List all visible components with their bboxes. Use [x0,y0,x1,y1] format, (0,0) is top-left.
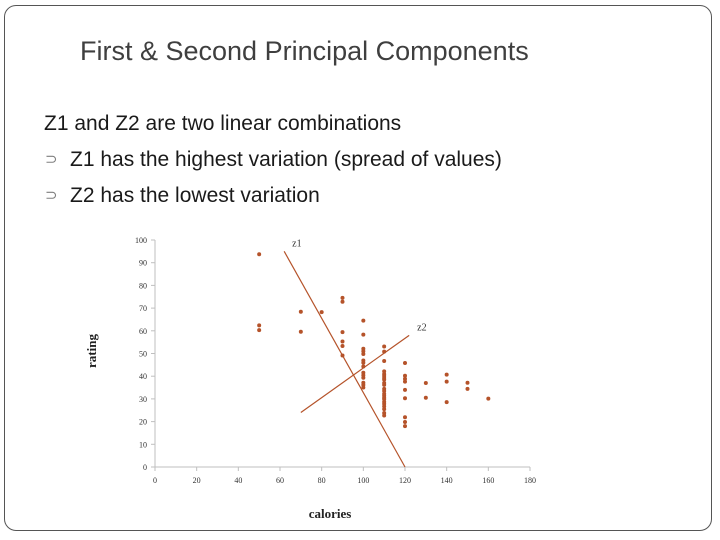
data-point [444,379,449,384]
x-tick-label: 120 [399,476,411,485]
data-point [340,299,345,304]
data-point [361,332,366,337]
component-line-z2 [300,334,410,414]
x-tick-label: 60 [276,476,284,485]
x-tick-label: 100 [357,476,369,485]
data-point [361,360,366,365]
y-tick-label: 100 [135,236,147,245]
x-tick-label: 0 [153,476,157,485]
x-tick-label: 40 [234,476,242,485]
slide-title: First & Second Principal Components [80,36,529,66]
slide-frame [4,5,712,531]
y-axis-label: rating [84,334,99,368]
data-point [319,310,324,315]
y-tick-label: 60 [139,327,147,336]
slide-body: Z1 and Z2 are two linear combinations ⊃ Z… [44,110,502,218]
x-axis-label: calories [309,506,352,521]
data-point [403,373,407,378]
x-tick-label: 140 [441,476,453,485]
data-point [382,344,387,349]
data-point [257,252,262,257]
data-point [423,381,428,386]
bullet-item-highest-variation: ⊃ Z1 has the highest variation (spread of… [45,146,502,182]
bullet-text: Z1 has the highest variation (spread of … [70,148,502,171]
data-point [465,380,470,385]
data-point [403,387,407,392]
data-point [361,351,366,356]
x-tick-label: 160 [482,476,494,485]
y-tick-label: 30 [139,395,147,404]
y-tick-label: 20 [139,418,147,427]
data-point [382,388,387,393]
data-point [361,364,366,369]
data-point [361,385,366,390]
bullet-item-lowest-variation: ⊃ Z2 has the lowest variation [45,182,502,218]
y-tick-label: 0 [143,463,147,472]
data-point [403,361,407,366]
y-tick-label: 10 [139,440,147,449]
data-point [340,330,345,335]
data-point [257,328,262,333]
data-point [486,396,491,401]
data-point [361,375,366,380]
data-point [340,344,345,349]
y-tick-label: 40 [139,372,147,381]
data-point [382,413,387,418]
data-point [382,377,387,382]
component-label-z1: z1 [292,238,301,249]
hollow-leaf-bullet-icon: ⊃ [45,187,58,204]
chart-tick-labels: 0 10 20 30 40 50 60 70 80 90 100 0 20 40 60 80 100 120 140… [135,236,536,485]
data-point [361,318,366,323]
data-point [257,323,262,328]
data-point [340,353,345,358]
data-point [403,415,407,420]
chart-axes [151,239,531,471]
x-tick-label: 180 [524,476,536,485]
component-label-z2: z2 [417,322,426,333]
bullet-text: Z2 has the lowest variation [70,184,320,207]
y-tick-label: 80 [139,281,147,290]
data-point [340,339,345,344]
y-tick-label: 50 [139,350,147,359]
y-tick-label: 90 [139,259,147,268]
data-point [340,295,345,300]
y-tick-label: 70 [139,304,147,313]
component-line-z1 [283,251,406,468]
data-point [403,396,407,401]
intro-line: Z1 and Z2 are two linear combinations [44,112,402,135]
data-point [444,400,449,405]
data-points [257,252,491,429]
hollow-leaf-bullet-icon: ⊃ [45,151,58,168]
data-point [465,386,470,391]
data-point [403,379,407,384]
data-point [382,358,387,363]
x-tick-label: 20 [193,476,201,485]
data-point [382,382,387,387]
component-lines: z1 z2 [283,238,427,468]
data-point [444,372,449,377]
data-point [298,309,303,314]
data-point [298,329,303,334]
data-point [423,395,428,400]
data-point [403,420,407,425]
data-point [403,424,407,429]
x-tick-label: 80 [318,476,326,485]
data-point [382,349,387,354]
data-point [382,407,387,412]
